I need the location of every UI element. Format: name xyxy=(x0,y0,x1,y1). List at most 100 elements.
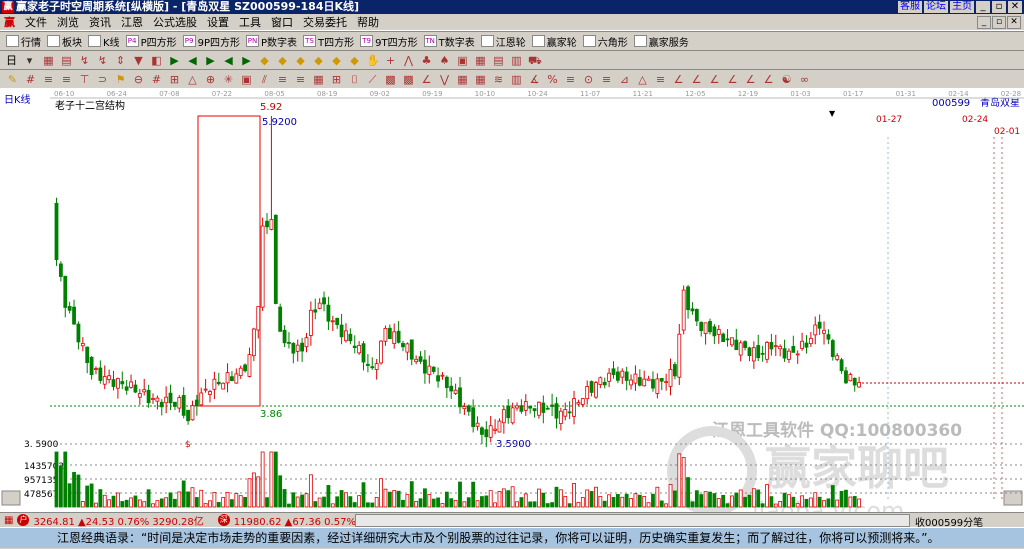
tool-icon[interactable]: ▦ xyxy=(457,72,468,86)
tool-icon[interactable]: ⊞ xyxy=(331,72,342,86)
toolbar-button-1[interactable]: 板块 xyxy=(47,34,82,49)
tool-icon[interactable]: ▥ xyxy=(511,72,522,86)
sz-index[interactable]: 11980.62 ▲67.36 0.57% 4200.82亿 xyxy=(233,516,411,528)
menu-help[interactable]: 帮助 xyxy=(357,16,379,29)
tool-icon[interactable]: ◆ xyxy=(296,53,305,67)
tick-status[interactable]: 收000599分笔 xyxy=(915,518,984,529)
tool-icon[interactable]: ✎ xyxy=(7,72,18,86)
tool-icon[interactable]: ▦ xyxy=(475,72,486,86)
menu-formula[interactable]: 公式选股 xyxy=(153,16,197,29)
tool-icon[interactable]: ∠ xyxy=(709,72,720,86)
tool-icon[interactable]: ◆ xyxy=(332,53,341,67)
tool-icon[interactable]: ▣ xyxy=(457,53,468,67)
tool-icon[interactable]: ▤ xyxy=(61,53,72,67)
toolbar-button-7[interactable]: T9 9T四方形 xyxy=(360,34,418,49)
tool-icon[interactable]: ≡ xyxy=(43,72,54,86)
menu-tools[interactable]: 工具 xyxy=(239,16,261,29)
link-forum[interactable]: 论坛 xyxy=(924,1,948,13)
tool-icon[interactable]: ◆ xyxy=(278,53,287,67)
tool-icon[interactable]: ⟋ xyxy=(368,72,377,86)
tool-icon[interactable]: ◆ xyxy=(350,53,359,67)
tool-icon[interactable]: % xyxy=(547,72,558,86)
tool-icon[interactable]: ≡ xyxy=(565,72,576,86)
chart-svg[interactable]: 日K线 老子十二宫结构 000599 青岛双星 01-27 02-24 02-0… xyxy=(0,89,1024,525)
tool-icon[interactable]: ▶ xyxy=(206,53,215,67)
tool-icon[interactable]: ∠ xyxy=(763,72,774,86)
chevron-down-icon[interactable]: ▾ xyxy=(26,53,33,67)
tool-icon[interactable]: △ xyxy=(188,72,197,86)
menu-browse[interactable]: 浏览 xyxy=(57,16,79,29)
tool-icon[interactable]: + xyxy=(385,53,396,67)
tool-icon[interactable]: ≡ xyxy=(295,72,306,86)
period-select[interactable]: 日 xyxy=(6,54,17,67)
tool-icon[interactable]: ▶ xyxy=(170,53,179,67)
tool-icon[interactable]: ⊞ xyxy=(169,72,180,86)
tool-icon[interactable]: ▶ xyxy=(242,53,251,67)
tool-icon[interactable]: ◀ xyxy=(224,53,233,67)
tool-icon[interactable]: ✋ xyxy=(366,53,380,67)
tool-icon[interactable]: ∠ xyxy=(745,72,756,86)
tool-icon[interactable]: ∠ xyxy=(673,72,684,86)
horizontal-scrollbar[interactable] xyxy=(355,514,910,527)
tool-icon[interactable]: # xyxy=(151,72,162,86)
tool-icon[interactable]: ⊙ xyxy=(583,72,594,86)
tool-icon[interactable]: ♣ xyxy=(421,53,432,67)
tool-icon[interactable]: ▦ xyxy=(43,53,54,67)
restore-button[interactable]: ▫ xyxy=(992,1,1006,13)
sh-index[interactable]: 3264.81 ▲24.53 0.76% 3290.28亿 xyxy=(33,516,204,528)
menu-gann[interactable]: 江恩 xyxy=(121,16,143,29)
tool-icon[interactable]: ▦ xyxy=(475,53,486,67)
tool-icon[interactable]: ▣ xyxy=(241,72,252,86)
tool-icon[interactable]: ⊤ xyxy=(79,72,90,86)
menu-window[interactable]: 窗口 xyxy=(271,16,293,29)
tool-icon[interactable]: ∠ xyxy=(727,72,738,86)
tool-icon[interactable]: ≡ xyxy=(655,72,666,86)
tool-icon[interactable]: ☯ xyxy=(781,72,792,86)
tool-icon[interactable]: ◧ xyxy=(151,53,162,67)
tool-icon[interactable]: ↯ xyxy=(79,53,90,67)
tool-icon[interactable]: ≡ xyxy=(277,72,288,86)
tool-icon[interactable]: ⊕ xyxy=(205,72,216,86)
tool-icon[interactable]: ∞ xyxy=(799,72,810,86)
tool-icon[interactable]: ⊖ xyxy=(133,72,144,86)
tool-icon[interactable]: ⋀ xyxy=(403,53,414,67)
tool-icon[interactable]: ✳ xyxy=(223,72,234,86)
toolbar-button-9[interactable]: 江恩轮 xyxy=(480,34,526,49)
toolbar-button-8[interactable]: TN T数字表 xyxy=(423,34,475,49)
toolbar-button-10[interactable]: 赢家轮 xyxy=(531,34,577,49)
tool-icon[interactable]: ⇕ xyxy=(115,53,126,67)
tool-icon[interactable]: ∠ xyxy=(421,72,432,86)
calculator-icon[interactable]: ▦ xyxy=(4,514,14,526)
tool-icon[interactable]: ♠ xyxy=(439,53,450,67)
menu-file[interactable]: 文件 xyxy=(25,16,47,29)
mdi-restore-button[interactable]: ▫ xyxy=(992,16,1006,29)
mdi-close-button[interactable]: ✕ xyxy=(1007,16,1021,29)
tool-icon[interactable]: △ xyxy=(638,72,647,86)
tool-icon[interactable]: ▩ xyxy=(403,72,414,86)
tool-icon[interactable]: ▦ xyxy=(313,72,324,86)
tool-icon[interactable]: ⋁ xyxy=(439,72,450,86)
tool-icon[interactable]: ↯ xyxy=(97,53,108,67)
tool-icon[interactable]: ▤ xyxy=(493,53,504,67)
tool-icon[interactable]: ▥ xyxy=(511,53,522,67)
menu-settings[interactable]: 设置 xyxy=(207,16,229,29)
close-button[interactable]: ✕ xyxy=(1008,1,1022,13)
link-service[interactable]: 客服 xyxy=(898,1,922,13)
tool-icon[interactable]: ∡ xyxy=(529,72,540,86)
tool-icon[interactable]: ◀ xyxy=(188,53,197,67)
tool-icon[interactable]: ⛟ xyxy=(528,53,542,67)
tool-icon[interactable]: ▩ xyxy=(385,72,396,86)
toolbar-button-12[interactable]: 赢家服务 xyxy=(633,34,689,49)
tool-icon[interactable]: ∠ xyxy=(691,72,702,86)
minimize-button[interactable]: _ xyxy=(976,1,990,13)
tool-icon[interactable]: ◆ xyxy=(314,53,323,67)
toolbar-button-0[interactable]: 行情 xyxy=(6,34,41,49)
toolbar-button-3[interactable]: P4 P四方形 xyxy=(125,34,177,49)
toolbar-button-4[interactable]: P9 9P四方形 xyxy=(182,34,240,49)
tool-icon[interactable]: ≡ xyxy=(601,72,612,86)
menu-info[interactable]: 资讯 xyxy=(89,16,111,29)
tool-icon[interactable]: ≡ xyxy=(61,72,72,86)
mdi-minimize-button[interactable]: _ xyxy=(977,16,991,29)
link-home[interactable]: 主页 xyxy=(950,1,974,13)
toolbar-button-5[interactable]: PN P数字表 xyxy=(246,34,297,49)
